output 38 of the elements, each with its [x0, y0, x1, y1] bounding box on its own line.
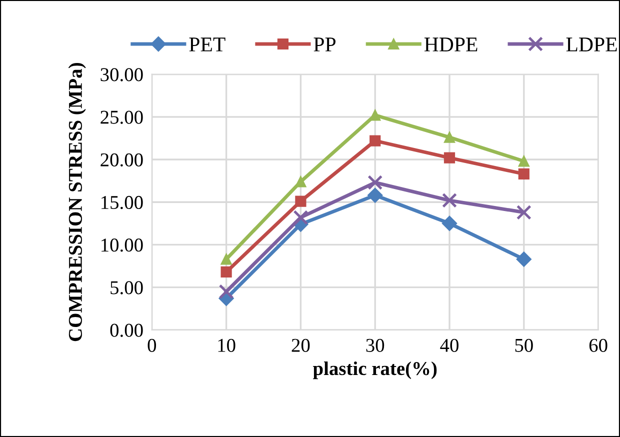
y-tick-label: 25.00: [100, 110, 143, 124]
point: [518, 168, 530, 180]
y-tick-label: 5.00: [110, 281, 143, 294]
x-tick-label: 20: [292, 338, 310, 352]
point: [516, 204, 532, 220]
legend-label: HDPE: [424, 38, 478, 52]
point: [368, 175, 383, 190]
point: [516, 252, 532, 267]
y-tick-label: 10.00: [102, 238, 143, 252]
y-tick-label: 15.00: [102, 196, 143, 210]
y-tick-label: 20.00: [100, 153, 143, 167]
point: [444, 152, 456, 164]
point: [220, 254, 232, 265]
point: [295, 176, 306, 188]
y-tick-label: 30.00: [100, 68, 143, 82]
point: [442, 192, 457, 208]
x-tick-label: 30: [366, 338, 384, 352]
point: [368, 188, 383, 203]
x-tick-label: 0: [148, 338, 156, 352]
point: [444, 132, 456, 143]
legend-label: PET: [189, 38, 226, 52]
y-axis-title: COMPRESSION STRESS (MPa): [68, 63, 86, 342]
point: [295, 196, 306, 207]
point: [370, 135, 381, 146]
point: [220, 266, 232, 278]
legend-label: LDPE: [566, 38, 617, 52]
point: [370, 110, 381, 121]
point: [518, 156, 530, 167]
x-tick-label: 10: [218, 338, 236, 352]
legend-label: PP: [314, 38, 336, 52]
y-tick-label: 0.00: [110, 324, 143, 337]
x-tick-label: 40: [440, 338, 458, 352]
point: [218, 284, 234, 300]
x-tick-label: 50: [515, 338, 533, 352]
x-tick-label: 60: [589, 338, 608, 352]
point: [442, 216, 458, 231]
x-axis-title: plastic rate(%): [312, 361, 437, 380]
point: [293, 210, 308, 225]
